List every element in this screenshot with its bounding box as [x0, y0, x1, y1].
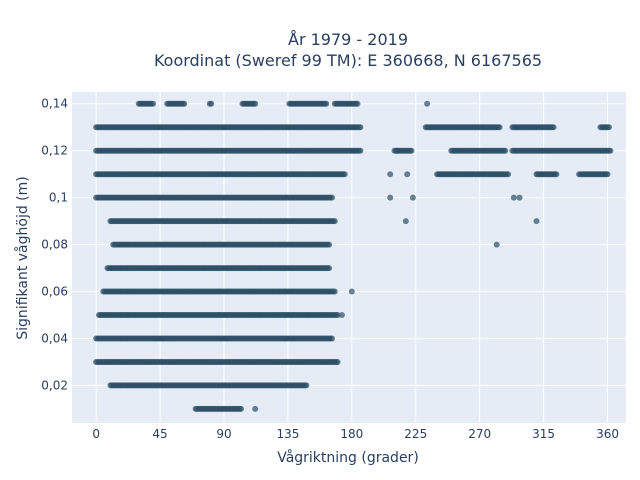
data-point: [607, 147, 614, 154]
data-point: [502, 147, 509, 154]
data-point: [341, 171, 348, 178]
y-tick-label: 0,14: [41, 97, 68, 111]
data-point: [331, 218, 338, 225]
y-tick-label: 0,02: [41, 378, 68, 392]
data-points: [93, 100, 614, 412]
data-point: [323, 100, 330, 107]
data-point: [181, 100, 188, 107]
data-point: [404, 171, 411, 178]
x-tick-label: 0: [92, 427, 100, 441]
x-tick-labels: 0 45 90 135 180 225 270 315 360: [92, 427, 619, 441]
data-point: [409, 194, 416, 201]
x-axis-label: Vågriktning (grader): [277, 449, 419, 466]
plot-area: [72, 92, 626, 423]
data-point: [402, 218, 409, 225]
x-tick-label: 360: [596, 427, 619, 441]
data-point: [338, 312, 345, 318]
data-point: [326, 265, 333, 272]
x-tick-label: 225: [404, 427, 427, 441]
y-axis-label: Signifikant våghöjd (m): [14, 176, 31, 339]
data-point: [496, 124, 503, 131]
chart-title-line1: År 1979 - 2019: [288, 30, 408, 49]
data-point: [357, 124, 364, 131]
data-point: [550, 124, 557, 131]
data-point: [208, 100, 215, 107]
data-point: [348, 288, 355, 295]
data-point: [387, 171, 394, 178]
x-tick-label: 315: [532, 427, 555, 441]
y-tick-label: 0,08: [41, 238, 68, 252]
data-point: [329, 335, 335, 342]
x-tick-label: 180: [340, 427, 363, 441]
data-point: [424, 100, 431, 107]
data-point: [387, 194, 394, 201]
data-point: [331, 288, 338, 295]
data-point: [394, 147, 401, 154]
data-point: [334, 359, 341, 365]
data-point: [150, 100, 156, 107]
data-point: [334, 312, 341, 318]
chart-title-line2: Koordinat (Sweref 99 TM): E 360668, N 61…: [154, 51, 542, 70]
data-point: [357, 147, 364, 154]
y-tick-label: 0,12: [41, 144, 68, 158]
data-point: [606, 124, 612, 131]
data-point: [238, 405, 244, 412]
data-point: [510, 194, 517, 201]
data-point: [505, 171, 512, 178]
y-tick-labels: 0,02 0,04 0,06 0,08 0,1 0,12 0,14: [41, 97, 68, 393]
data-point: [354, 100, 361, 107]
y-tick-label: 0,06: [41, 285, 68, 299]
data-point: [329, 194, 335, 201]
x-tick-label: 45: [152, 427, 167, 441]
data-point: [604, 171, 611, 178]
x-tick-label: 135: [276, 427, 299, 441]
y-tick-label: 0,1: [49, 191, 68, 205]
data-point: [326, 241, 333, 248]
data-point: [252, 100, 259, 107]
data-point: [493, 241, 500, 248]
data-point: [516, 194, 523, 201]
data-point: [553, 171, 560, 178]
x-tick-label: 270: [468, 427, 491, 441]
data-point: [408, 147, 415, 154]
x-tick-label: 90: [216, 427, 231, 441]
y-tick-label: 0,04: [41, 331, 68, 345]
data-point: [252, 405, 259, 412]
data-point: [303, 382, 310, 389]
data-point: [533, 218, 540, 225]
